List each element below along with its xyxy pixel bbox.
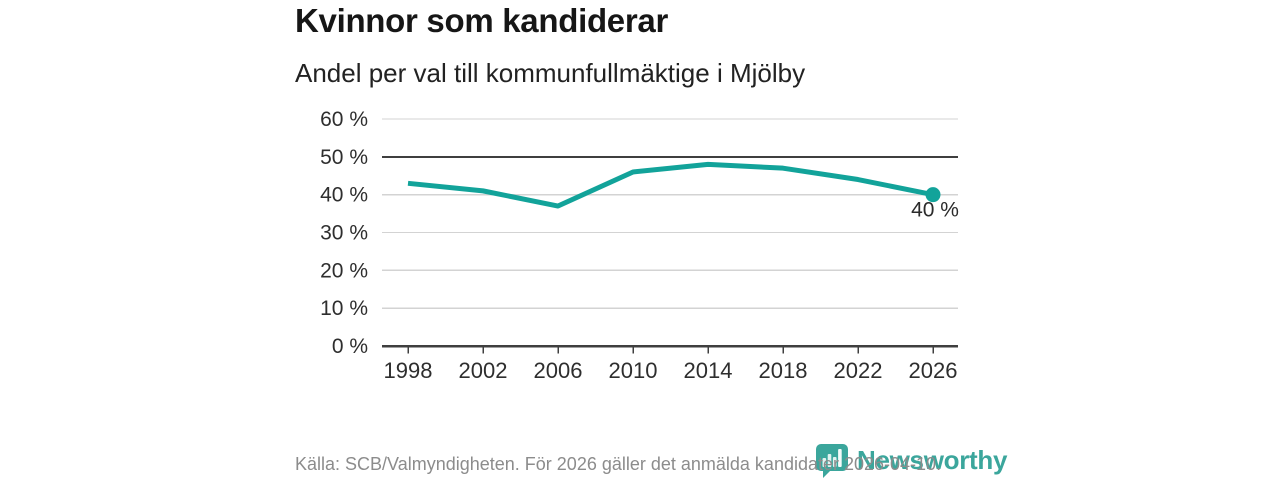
y-tick-label: 0 %: [332, 335, 368, 358]
y-tick-label: 10 %: [320, 297, 368, 320]
y-tick-label: 50 %: [320, 146, 368, 169]
y-tick-label: 20 %: [320, 259, 368, 282]
y-tick-label: 40 %: [320, 184, 368, 207]
x-tick-label: 2014: [684, 358, 733, 383]
x-tick-label: 2006: [534, 358, 583, 383]
x-tick-label: 2010: [609, 358, 658, 383]
newsworthy-wordmark: Newsworthy: [857, 444, 1008, 475]
end-point-label: 40 %: [911, 199, 959, 222]
y-tick-label: 30 %: [320, 222, 368, 245]
chart-subtitle: Andel per val till kommunfullmäktige i M…: [295, 58, 806, 88]
newsworthy-bar-chart-bubble-icon: [816, 444, 848, 478]
y-tick-label: 60 %: [320, 108, 368, 131]
x-tick-label: 1998: [384, 358, 433, 383]
x-tick-label: 2002: [459, 358, 508, 383]
end-point-dot: [925, 187, 941, 203]
source-note: Källa: SCB/Valmyndigheten. För 2026 gäll…: [295, 454, 942, 474]
newsworthy-logo[interactable]: Newsworthy: [813, 441, 1007, 479]
x-tick-label: 2026: [909, 358, 958, 383]
trend-line: [407, 161, 934, 209]
x-tick-label: 2018: [759, 358, 808, 383]
chart-title: Kvinnor som kandiderar: [295, 2, 668, 39]
x-tick-label: 2022: [834, 358, 883, 383]
